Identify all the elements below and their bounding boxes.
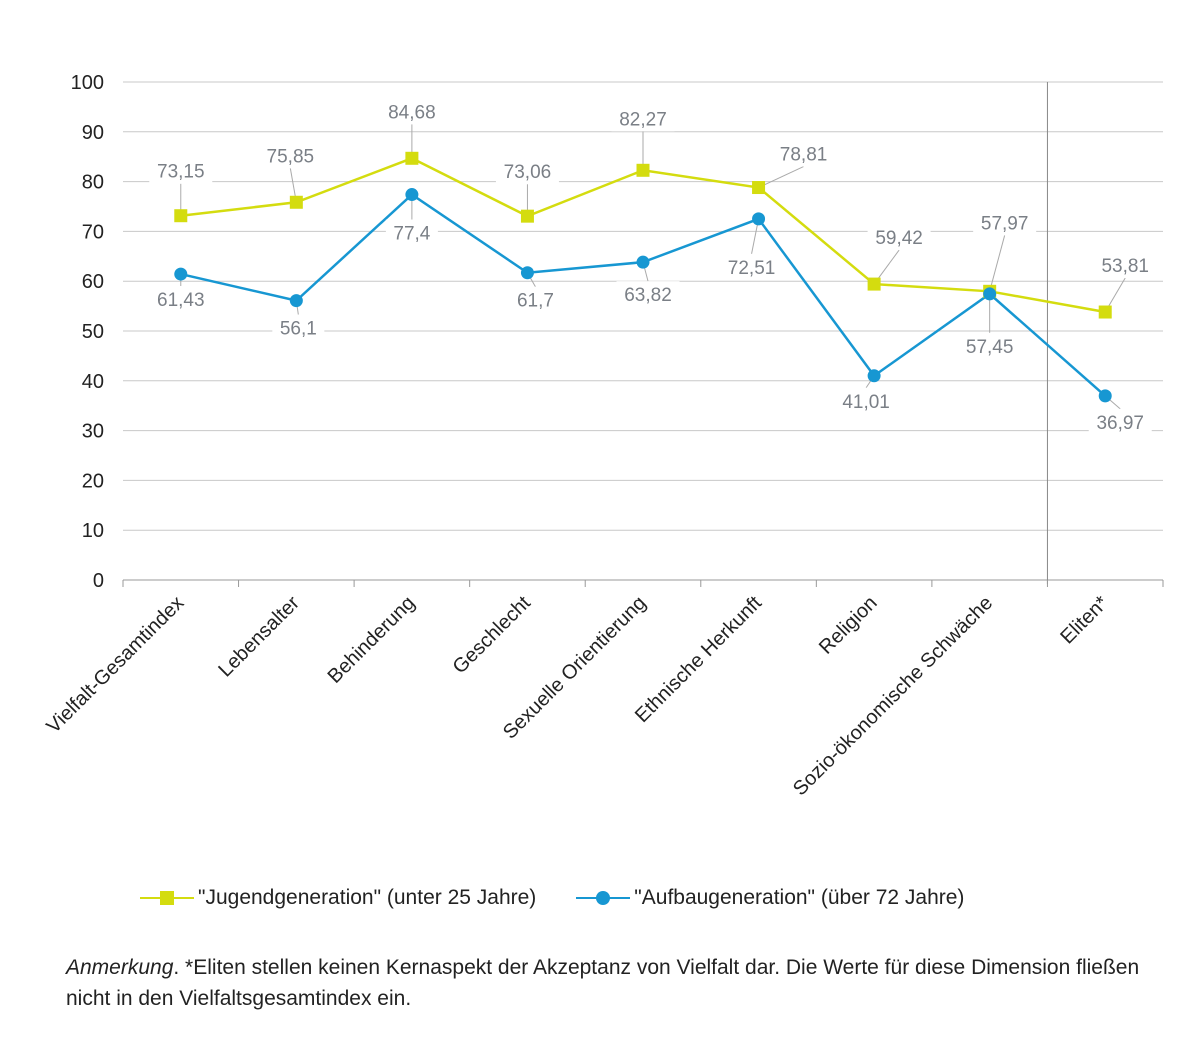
data-point-circle — [867, 369, 881, 383]
data-label: 72,51 — [728, 258, 776, 279]
data-point-square — [289, 195, 303, 209]
data-label: 36,97 — [1096, 413, 1144, 434]
data-label-leader — [989, 235, 1006, 292]
data-label: 57,45 — [966, 337, 1014, 358]
x-category-label: Religion — [815, 592, 882, 659]
data-point-square — [752, 181, 766, 195]
data-point-circle — [520, 266, 534, 280]
y-tick-label: 0 — [93, 570, 104, 592]
y-tick-label: 30 — [82, 421, 104, 443]
y-tick-label: 70 — [82, 221, 104, 243]
data-point-square — [174, 209, 188, 223]
y-tick-label: 50 — [82, 321, 104, 343]
footnote-prefix: Anmerkung — [66, 956, 174, 979]
data-point-circle — [289, 294, 303, 308]
y-tick-label: 100 — [71, 72, 104, 94]
footnote-text: . *Eliten stellen keinen Kernaspekt der … — [66, 956, 1140, 1010]
legend-item-aufbaugeneration: "Aufbaugeneration" (über 72 Jahre) — [576, 886, 964, 910]
data-label-background — [495, 158, 559, 185]
data-point-square — [520, 209, 534, 223]
data-label-background — [1088, 408, 1152, 435]
data-point-circle — [1098, 389, 1112, 403]
data-point-square — [867, 277, 881, 291]
x-category-label: Vielfalt-Gesamtindex — [43, 592, 189, 738]
data-label-background — [380, 98, 444, 125]
data-label-background — [772, 140, 836, 167]
x-category-label: Lebensalter — [214, 592, 304, 682]
data-label-background — [720, 253, 784, 280]
data-label: 78,81 — [780, 145, 828, 166]
data-point-circle — [752, 212, 766, 226]
data-label: 75,85 — [267, 146, 315, 167]
data-label: 59,42 — [875, 228, 923, 249]
y-tick-label: 40 — [82, 371, 104, 393]
data-label-background — [834, 387, 898, 414]
line-chart: 0 10 20 30 40 50 60 70 80 90 100 Vielfalt-Gesamtind… — [43, 72, 1164, 800]
legend-label-aufbaugeneration: "Aufbaugeneration" (über 72 Jahre) — [634, 886, 965, 909]
x-category-label: Behinderung — [324, 592, 420, 688]
legend-label-jugendgeneration: "Jugendgeneration" (unter 25 Jahre) — [198, 886, 537, 909]
data-label: 73,06 — [504, 162, 552, 183]
data-label: 53,81 — [1101, 256, 1149, 277]
data-point-circle — [636, 255, 650, 269]
data-label-background — [385, 219, 438, 246]
data-label-background — [616, 281, 680, 308]
data-point-circle — [983, 287, 997, 301]
data-label-background — [867, 224, 931, 251]
data-label-background — [1093, 252, 1157, 279]
data-label-background — [272, 314, 325, 341]
legend-swatch-circle-icon — [576, 888, 631, 908]
data-label: 77,4 — [393, 224, 430, 245]
y-tick-label: 20 — [82, 470, 104, 492]
data-label: 57,97 — [981, 213, 1029, 234]
data-label: 63,82 — [624, 285, 672, 306]
footnote: Anmerkung. *Eliten stellen keinen Kernas… — [66, 952, 1156, 1014]
data-label-background — [611, 105, 675, 132]
data-point-circle — [405, 188, 419, 202]
y-tick-label: 80 — [82, 172, 104, 194]
data-point-square — [636, 163, 650, 177]
data-label-background — [973, 209, 1037, 236]
data-label: 84,68 — [388, 102, 436, 123]
y-tick-label: 10 — [82, 520, 104, 542]
data-label: 82,27 — [619, 109, 667, 130]
data-label-background — [258, 142, 322, 169]
legend: "Jugendgeneration" (unter 25 Jahre) "Auf… — [140, 880, 1140, 916]
legend-swatch-square-icon — [140, 888, 194, 908]
data-label: 56,1 — [280, 319, 317, 340]
x-category-label: Sozio-ökonomische Schwäche — [789, 592, 997, 800]
data-point-square — [1098, 305, 1112, 319]
data-label-leader — [758, 166, 804, 188]
data-label-background — [509, 286, 562, 313]
x-category-label: Eliten* — [1056, 592, 1113, 649]
x-category-label: Geschlecht — [449, 592, 536, 679]
data-label-background — [958, 332, 1022, 359]
data-label: 61,7 — [517, 291, 554, 312]
data-label: 73,15 — [157, 162, 205, 183]
data-label: 61,43 — [157, 290, 205, 311]
x-category-label: Ethnische Herkunft — [631, 592, 766, 727]
y-tick-label: 90 — [82, 122, 104, 144]
legend-item-jugendgeneration: "Jugendgeneration" (unter 25 Jahre) — [140, 886, 536, 910]
data-label: 41,01 — [842, 392, 890, 413]
y-tick-label: 60 — [82, 271, 104, 293]
data-label-background — [149, 286, 213, 313]
data-point-circle — [174, 267, 188, 281]
data-label-background — [149, 157, 213, 184]
data-point-square — [405, 151, 419, 165]
